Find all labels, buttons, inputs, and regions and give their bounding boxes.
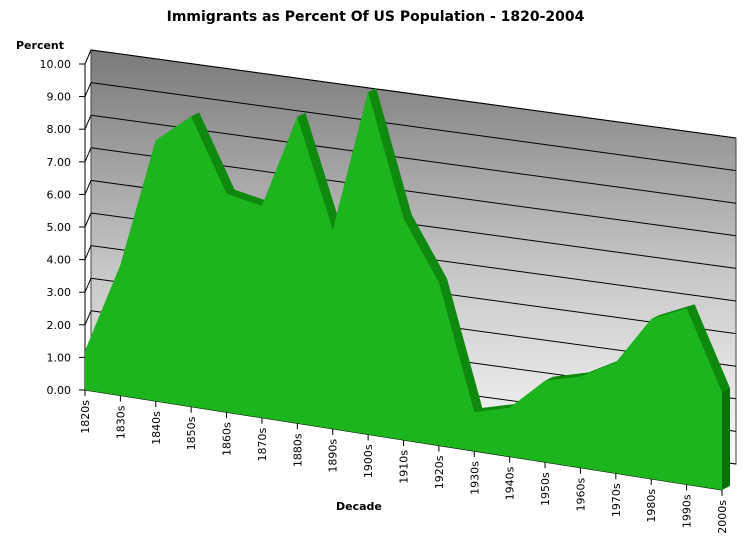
area-ridge-segment: [651, 304, 695, 320]
gridline-connector: [84, 49, 92, 65]
x-tick-label: 1920s: [433, 455, 446, 489]
x-tick-label: 1960s: [574, 478, 587, 512]
area-series-side: [722, 388, 730, 490]
y-axis-label: Percent: [16, 39, 65, 52]
y-tick-label: 6.00: [47, 188, 72, 201]
area-ridge-segment: [686, 304, 730, 393]
y-tick-label: 10.00: [40, 58, 72, 71]
area-series: [85, 92, 722, 491]
y-tick-label: 0.00: [47, 384, 72, 397]
y-tick-label: 9.00: [47, 91, 72, 104]
gridline-connector: [84, 245, 92, 260]
gridline-connector: [84, 115, 92, 130]
x-tick-label: 1930s: [468, 461, 481, 495]
y-tick-label: 7.00: [47, 156, 72, 169]
x-tick-label: 1860s: [221, 422, 234, 456]
y-tick-label: 4.00: [47, 254, 72, 267]
area-ridge-segment: [191, 112, 235, 194]
chart-title: Immigrants as Percent Of US Population -…: [166, 9, 585, 25]
y-tick-label: 8.00: [47, 123, 72, 136]
y-tick-label: 5.00: [47, 221, 72, 234]
x-tick-label: 1950s: [539, 472, 552, 506]
x-tick-label: 1820s: [79, 400, 92, 434]
x-tick-label: 2000s: [716, 500, 729, 534]
gridline-connector: [84, 278, 92, 293]
x-tick-label: 1830s: [114, 405, 127, 439]
area-ridge-segment: [474, 403, 518, 412]
area-ridge-segment: [226, 189, 270, 206]
x-tick-label: 1970s: [610, 483, 623, 517]
x-tick-label: 1940s: [504, 466, 517, 500]
gridline: [90, 49, 737, 139]
area-ridge-segment: [368, 88, 412, 219]
area-ridge-segment: [403, 214, 447, 283]
area-ridge-segment: [438, 278, 483, 412]
x-tick-label: 1870s: [256, 428, 269, 462]
area-ridge-segment: [297, 112, 341, 231]
y-tick-label: 3.00: [47, 286, 72, 299]
x-tick-label: 1900s: [362, 444, 375, 478]
y-tick-label: 1.00: [47, 351, 72, 364]
gridline-connector: [84, 180, 92, 195]
gridline-connector: [84, 82, 92, 97]
gridline-connector: [84, 212, 92, 228]
area-ridge-segment: [545, 372, 589, 381]
gridline-connector: [84, 310, 92, 325]
x-tick-label: 1980s: [645, 489, 658, 523]
x-tick-label: 1840s: [150, 411, 163, 445]
y-tick-label: 2.00: [47, 319, 72, 332]
x-tick-label: 1910s: [398, 450, 411, 484]
x-tick-label: 1990s: [681, 494, 694, 528]
x-tick-label: 1850s: [185, 416, 198, 450]
gridline: [90, 82, 737, 172]
gridline-connector: [84, 147, 92, 162]
x-tick-label: 1890s: [327, 439, 340, 473]
area-ridge-segment: [580, 358, 624, 377]
x-tick-label: 1880s: [291, 433, 304, 467]
x-axis-label: Decade: [336, 500, 382, 513]
